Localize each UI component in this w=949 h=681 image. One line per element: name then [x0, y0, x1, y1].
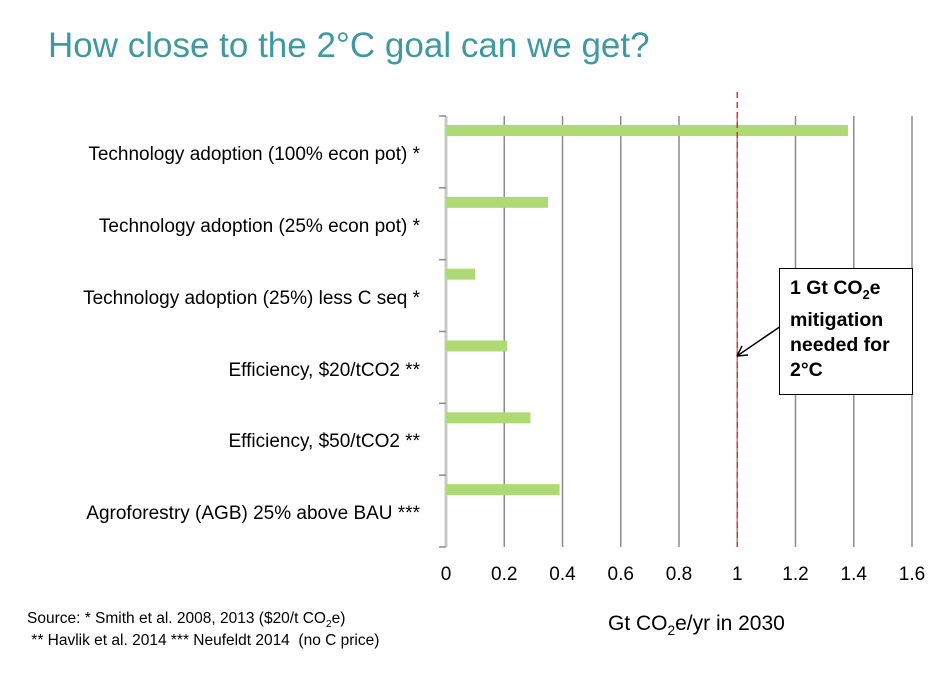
category-label: Technology adoption (25% econ pot) *	[98, 215, 420, 237]
x-tick-label: 0.6	[607, 564, 634, 585]
category-label: Agroforestry (AGB) 25% above BAU ***	[86, 503, 420, 525]
source-text: Source: * Smith et al. 2008, 2013 ($20/t…	[27, 610, 326, 627]
x-tick-label: 1.6	[898, 564, 926, 585]
source-line-1: Source: * Smith et al. 2008, 2013 ($20/t…	[27, 610, 345, 630]
x-tick-label: 0.4	[549, 564, 576, 585]
bar	[446, 125, 848, 136]
x-tick-label: 1	[731, 564, 743, 585]
category-label: Efficiency, $50/tCO2 **	[228, 431, 420, 453]
bar	[446, 484, 560, 496]
x-tick-label: 1.4	[840, 564, 867, 585]
bar	[446, 196, 548, 208]
bar	[446, 340, 508, 352]
bar	[446, 412, 531, 424]
x-tick-label: 0.2	[491, 564, 518, 585]
x-label-sub: 2	[667, 623, 676, 639]
x-tick-label: 0	[440, 564, 452, 585]
source-sub: 2	[325, 619, 332, 631]
annotation-line: mitigation	[790, 308, 884, 331]
category-label: Technology adoption (25%) less C seq *	[83, 287, 420, 309]
annotation-line: e	[869, 277, 881, 299]
source-text: e)	[331, 610, 346, 627]
slide-title: How close to the 2°C goal can we get?	[48, 26, 650, 65]
x-label-text-end: e/yr in 2030	[675, 612, 785, 635]
annotation-sub: 2	[862, 287, 870, 302]
source-line-2: ** Havlik et al. 2014 *** Neufeldt 2014 …	[27, 632, 380, 649]
annotation-line: 1 Gt CO	[790, 277, 863, 299]
x-tick-label: 1.2	[782, 564, 809, 585]
category-label: Technology adoption (100% econ pot) *	[88, 144, 420, 165]
annotation-box: 1 Gt CO2e mitigation needed for 2°C	[779, 268, 913, 395]
x-label-text: Gt CO	[608, 612, 668, 635]
annotation-line: needed for	[790, 333, 890, 356]
category-label: Efficiency, $20/tCO2 **	[228, 359, 420, 381]
bar	[446, 268, 476, 280]
x-tick-label: 0.8	[665, 564, 693, 585]
annotation-arrow	[736, 325, 782, 357]
arrow-head-icon	[736, 345, 749, 357]
x-axis-label: Gt CO2e/yr in 2030	[608, 612, 785, 638]
annotation-line: 2°C	[790, 358, 823, 381]
